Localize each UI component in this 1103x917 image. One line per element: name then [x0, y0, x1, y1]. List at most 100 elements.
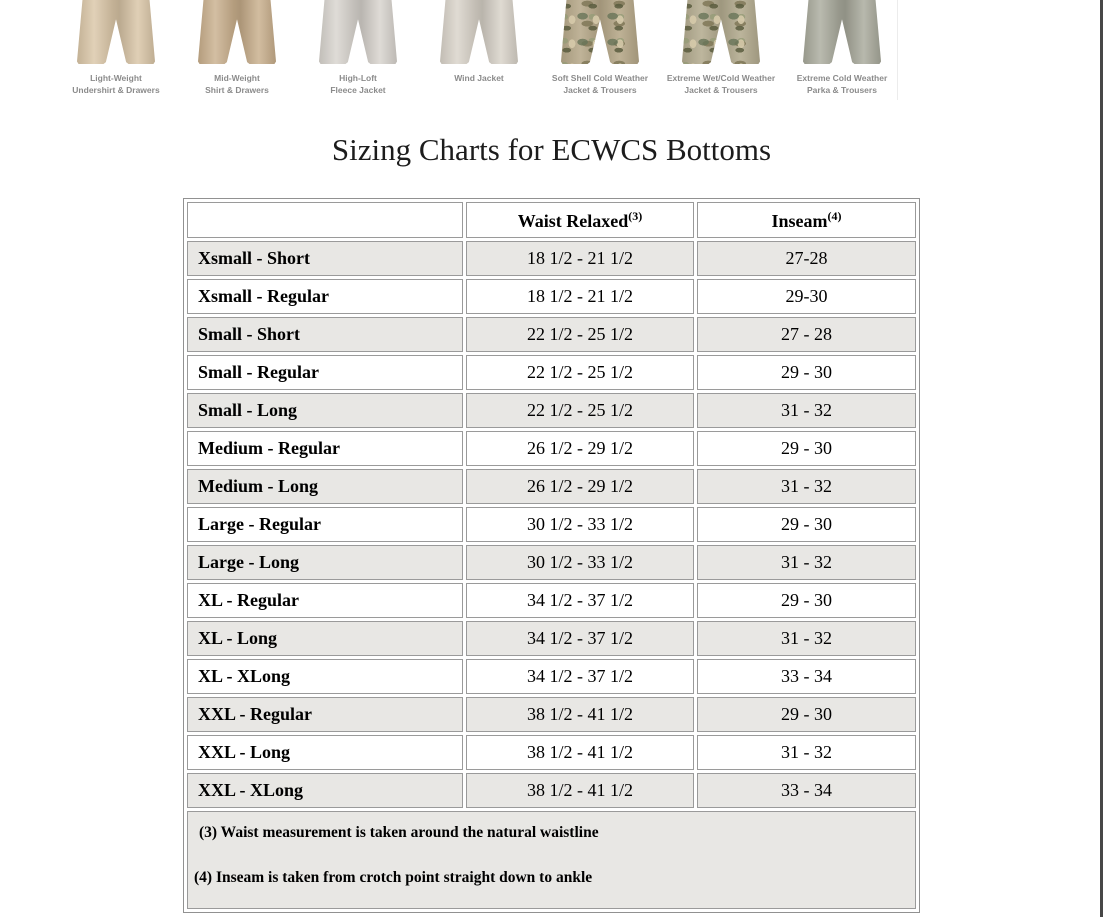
- inseam-cell: 31 - 32: [697, 621, 916, 656]
- size-cell: Small - Short: [187, 317, 463, 352]
- waist-cell: 34 1/2 - 37 1/2: [466, 621, 694, 656]
- footnotes-cell: (3) Waist measurement is taken around th…: [187, 811, 916, 909]
- product-label: High-Loft Fleece Jacket: [330, 73, 386, 95]
- footnote: (4) Inseam is taken from crotch point st…: [194, 869, 593, 886]
- table-row: XXL - Long 38 1/2 - 41 1/2 31 - 32: [187, 735, 916, 770]
- inseam-cell: 29 - 30: [697, 355, 916, 390]
- inseam-cell: 27-28: [697, 241, 916, 276]
- product-photo: [440, 0, 518, 64]
- inseam-cell: 31 - 32: [697, 735, 916, 770]
- trousers-image: [319, 0, 397, 64]
- product-item[interactable]: Mid-Weight Shirt & Drawers: [181, 0, 293, 100]
- waist-cell: 26 1/2 - 29 1/2: [466, 469, 694, 504]
- waist-cell: 34 1/2 - 37 1/2: [466, 583, 694, 618]
- product-label: Extreme Cold Weather Parka & Trousers: [796, 73, 888, 95]
- product-item[interactable]: Extreme Wet/Cold Weather Jacket & Trouse…: [665, 0, 777, 100]
- sizing-table: Waist Relaxed(3) Inseam(4) Xsmall - Shor…: [183, 198, 920, 913]
- table-row: Large - Long 30 1/2 - 33 1/2 31 - 32: [187, 545, 916, 580]
- product-label: Extreme Wet/Cold Weather Jacket & Trouse…: [666, 73, 776, 95]
- table-row: Medium - Regular 26 1/2 - 29 1/2 29 - 30: [187, 431, 916, 466]
- table-row: Small - Short 22 1/2 - 25 1/2 27 - 28: [187, 317, 916, 352]
- header-inseam-label: Inseam: [771, 210, 828, 231]
- size-cell: XL - Long: [187, 621, 463, 656]
- product-label: Wind Jacket: [454, 73, 504, 83]
- product-label: Mid-Weight Shirt & Drawers: [205, 73, 269, 95]
- product-photo: [198, 0, 276, 64]
- trousers-image: [682, 0, 760, 64]
- size-cell: XL - Regular: [187, 583, 463, 618]
- waist-cell: 22 1/2 - 25 1/2: [466, 317, 694, 352]
- footnotes-row: (3) Waist measurement is taken around th…: [187, 811, 916, 909]
- inseam-cell: 29 - 30: [697, 431, 916, 466]
- product-item[interactable]: High-Loft Fleece Jacket: [302, 0, 414, 100]
- inseam-cell: 33 - 34: [697, 773, 916, 808]
- product-item[interactable]: Extreme Cold Weather Parka & Trousers: [786, 0, 898, 100]
- product-item[interactable]: Soft Shell Cold Weather Jacket & Trouser…: [544, 0, 656, 100]
- strip-divider: [897, 0, 898, 100]
- waist-cell: 38 1/2 - 41 1/2: [466, 735, 694, 770]
- product-photo: [77, 0, 155, 64]
- size-cell: Large - Regular: [187, 507, 463, 542]
- table-row: Xsmall - Short 18 1/2 - 21 1/2 27-28: [187, 241, 916, 276]
- footnote: (3) Waist measurement is taken around th…: [199, 824, 599, 841]
- trousers-image: [561, 0, 639, 64]
- inseam-cell: 29 - 30: [697, 583, 916, 618]
- inseam-cell: 33 - 34: [697, 659, 916, 694]
- header-waist-label: Waist Relaxed: [517, 210, 629, 231]
- product-photo: [682, 0, 760, 64]
- header-cell-waist: Waist Relaxed(3): [466, 202, 694, 238]
- waist-cell: 18 1/2 - 21 1/2: [466, 279, 694, 314]
- inseam-cell: 29 - 30: [697, 507, 916, 542]
- inseam-cell: 31 - 32: [697, 393, 916, 428]
- product-label: Light-Weight Undershirt & Drawers: [72, 73, 160, 95]
- trousers-image: [440, 0, 518, 64]
- trousers-image: [77, 0, 155, 64]
- product-photo: [561, 0, 639, 64]
- product-label: Soft Shell Cold Weather Jacket & Trouser…: [551, 73, 649, 95]
- table-row: Small - Regular 22 1/2 - 25 1/2 29 - 30: [187, 355, 916, 390]
- size-cell: XXL - Long: [187, 735, 463, 770]
- size-cell: Large - Long: [187, 545, 463, 580]
- header-cell-size: [187, 202, 463, 238]
- table-row: Xsmall - Regular 18 1/2 - 21 1/2 29-30: [187, 279, 916, 314]
- waist-cell: 22 1/2 - 25 1/2: [466, 393, 694, 428]
- inseam-cell: 31 - 32: [697, 545, 916, 580]
- product-item[interactable]: Light-Weight Undershirt & Drawers: [60, 0, 172, 100]
- product-photo: [803, 0, 881, 64]
- inseam-cell: 27 - 28: [697, 317, 916, 352]
- product-photo: [319, 0, 397, 64]
- size-cell: Small - Long: [187, 393, 463, 428]
- table-row: XL - Long 34 1/2 - 37 1/2 31 - 32: [187, 621, 916, 656]
- waist-cell: 22 1/2 - 25 1/2: [466, 355, 694, 390]
- inseam-cell: 31 - 32: [697, 469, 916, 504]
- header-waist-footnote-ref: (3): [628, 208, 643, 223]
- size-cell: Xsmall - Short: [187, 241, 463, 276]
- product-item[interactable]: Wind Jacket: [423, 0, 535, 100]
- waist-cell: 26 1/2 - 29 1/2: [466, 431, 694, 466]
- inseam-cell: 29-30: [697, 279, 916, 314]
- page-title: Sizing Charts for ECWCS Bottoms: [331, 132, 772, 167]
- size-cell: Xsmall - Regular: [187, 279, 463, 314]
- waist-cell: 30 1/2 - 33 1/2: [466, 545, 694, 580]
- size-cell: XXL - XLong: [187, 773, 463, 808]
- inseam-cell: 29 - 30: [697, 697, 916, 732]
- waist-cell: 38 1/2 - 41 1/2: [466, 697, 694, 732]
- table-row: Large - Regular 30 1/2 - 33 1/2 29 - 30: [187, 507, 916, 542]
- waist-cell: 34 1/2 - 37 1/2: [466, 659, 694, 694]
- table-row: XXL - Regular 38 1/2 - 41 1/2 29 - 30: [187, 697, 916, 732]
- table-row: Small - Long 22 1/2 - 25 1/2 31 - 32: [187, 393, 916, 428]
- size-cell: Medium - Long: [187, 469, 463, 504]
- table-row: XXL - XLong 38 1/2 - 41 1/2 33 - 34: [187, 773, 916, 808]
- size-cell: Small - Regular: [187, 355, 463, 390]
- table-row: XL - XLong 34 1/2 - 37 1/2 33 - 34: [187, 659, 916, 694]
- table-body: Xsmall - Short 18 1/2 - 21 1/2 27-28 Xsm…: [187, 241, 916, 808]
- table-footnotes: (3) Waist measurement is taken around th…: [187, 811, 916, 909]
- trousers-image: [198, 0, 276, 64]
- table-header: Waist Relaxed(3) Inseam(4): [187, 202, 916, 238]
- window-edge: [1100, 0, 1103, 917]
- product-strip: Light-Weight Undershirt & Drawers Mid-We…: [60, 0, 898, 100]
- header-inseam-footnote-ref: (4): [827, 208, 842, 223]
- waist-cell: 38 1/2 - 41 1/2: [466, 773, 694, 808]
- header-cell-inseam: Inseam(4): [697, 202, 916, 238]
